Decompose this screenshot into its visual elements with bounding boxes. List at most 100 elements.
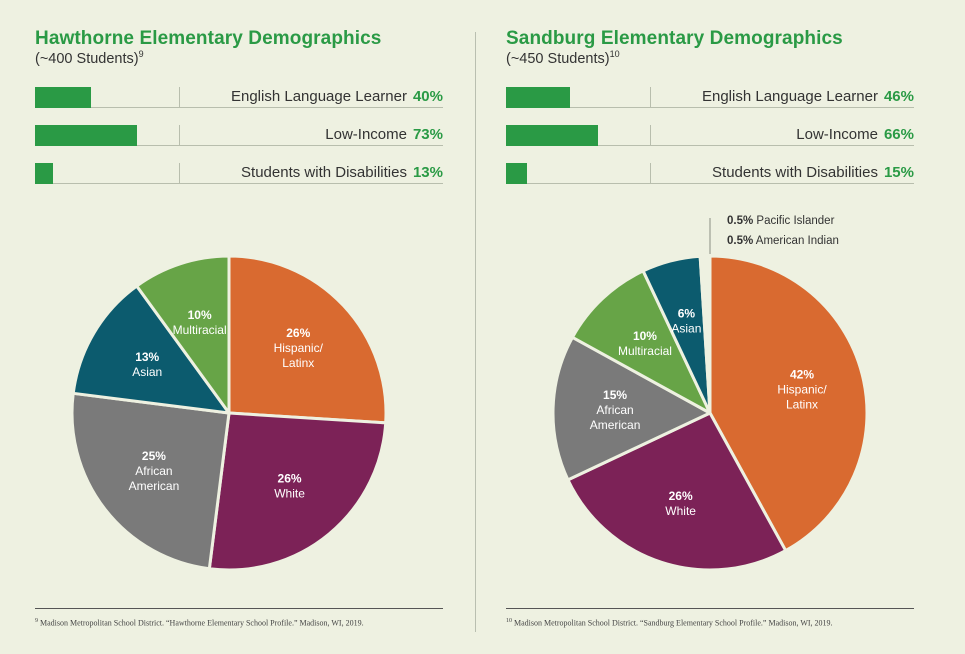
slice-pct: 26%: [278, 472, 302, 486]
sandburg-bar-disabilities: [506, 163, 527, 184]
sandburg-slice-multiracial: [570, 269, 712, 415]
hawthorne-footnote: 9 Madison Metropolitan School District. …: [35, 618, 364, 628]
hawthorne-bar-low-income: [35, 125, 138, 146]
sandburg-bar-ell: [506, 87, 571, 108]
hawthorne-slice-multiracial: [135, 254, 231, 415]
bar-track: [35, 183, 443, 184]
sandburg-slice-american-indian: [703, 254, 712, 415]
hawthorne-slice-label-multiracial: 10% Multiracial: [173, 308, 227, 337]
hawthorne-bar-row-disabilities: Students with Disabilities 13%: [35, 163, 443, 185]
bar-value-label: 13%: [412, 164, 443, 181]
hawthorne-bar-label-ell: English Language Learner 40%: [231, 88, 443, 105]
sandburg-bar-low-income: [506, 125, 599, 146]
bar-tick: [650, 87, 651, 108]
sandburg-slice-african-american: [551, 335, 712, 482]
sandburg-footnote: 10 Madison Metropolitan School District.…: [506, 618, 833, 628]
callout-pct: 0.5%: [727, 235, 754, 247]
bar-category-label: Low-Income: [796, 126, 878, 143]
bar-category-label: Low-Income: [325, 126, 407, 143]
slice-pct: 6%: [678, 306, 696, 320]
sandburg-slice-white: [566, 411, 788, 572]
bar-tick: [179, 125, 180, 146]
callout-pct: 0.5%: [727, 215, 754, 227]
sandburg-subtitle-sup: 10: [609, 49, 620, 60]
bar-category-label: Students with Disabilities: [712, 164, 878, 181]
hawthorne-slice-asian: [71, 284, 231, 415]
pie-callout-pacific-islander: 0.5% Pacific Islander: [727, 215, 834, 227]
sandburg-slice-label-african-american: 15% African American: [590, 388, 641, 432]
slice-pct: 26%: [669, 489, 693, 503]
hawthorne-title: Hawthorne Elementary Demographics: [35, 28, 382, 49]
bar-track: [506, 107, 914, 108]
slice-category: Multiracial: [618, 344, 672, 358]
bar-value-label: 40%: [412, 88, 443, 105]
sandburg-bar-row-ell: English Language Learner 46%: [506, 87, 914, 109]
slice-category: American: [590, 418, 641, 432]
bar-tick: [179, 87, 180, 108]
slice-pct: 15%: [603, 388, 627, 402]
sandburg-bar-label-low-income: Low-Income 66%: [796, 126, 914, 143]
slice-category: Latinx: [282, 356, 314, 370]
bar-category-label: Students with Disabilities: [241, 164, 407, 181]
bar-category-label: English Language Learner: [230, 88, 407, 105]
bar-track: [506, 145, 914, 146]
sandburg-bar-label-ell: English Language Learner 46%: [702, 88, 914, 105]
bar-track: [35, 107, 443, 108]
slice-category: Asian: [132, 365, 162, 379]
slice-category: Latinx: [786, 397, 818, 411]
bar-category-label: English Language Learner: [701, 88, 878, 105]
footnote-sup: 9: [35, 618, 38, 624]
bar-value-label: 73%: [412, 126, 443, 143]
sandburg-pie-chart: 42% Hispanic/Latinx 26% White 15% African Amer…: [551, 218, 869, 572]
sandburg-bar-row-disabilities: Students with Disabilities 15%: [506, 163, 914, 185]
slice-pct: 26%: [286, 326, 310, 340]
callout-label: American Indian: [755, 235, 839, 247]
sandburg-slice-label-white: 26% White: [665, 489, 696, 518]
slice-category: Hispanic/: [777, 382, 827, 396]
slice-category: White: [274, 487, 305, 501]
sandburg-bar-label-disabilities: Students with Disabilities 15%: [712, 164, 914, 181]
hawthorne-subtitle-text: (~400 Students): [35, 51, 139, 67]
hawthorne-bar-label-low-income: Low-Income 73%: [325, 126, 443, 143]
pie-callout-american-indian: 0.5% American Indian: [727, 235, 839, 247]
slice-pct: 25%: [142, 449, 166, 463]
slice-category: Hispanic/: [274, 341, 324, 355]
slice-pct: 10%: [188, 308, 212, 322]
bar-value-label: 46%: [883, 88, 914, 105]
sandburg-subtitle: (~450 Students)10: [506, 49, 620, 67]
bar-tick: [179, 163, 180, 184]
hawthorne-bar-row-low-income: Low-Income 73%: [35, 125, 443, 147]
footnote-rule: [35, 608, 443, 609]
hawthorne-slice-label-asian: 13% Asian: [132, 350, 162, 379]
bar-tick: [650, 125, 651, 146]
slice-category: African: [135, 464, 172, 478]
sandburg-slice-label-multiracial: 10% Multiracial: [618, 329, 672, 358]
hawthorne-slice-label-white: 26% White: [274, 472, 305, 501]
footnote-sup: 10: [506, 618, 512, 624]
sandburg-slice-label-hispanic-latinx: 42% Hispanic/Latinx: [777, 367, 827, 411]
hawthorne-slice-white: [207, 411, 388, 572]
slice-pct: 10%: [633, 329, 657, 343]
hawthorne-slice-african-american: [70, 391, 231, 571]
callout-label: Pacific Islander: [756, 215, 835, 227]
hawthorne-subtitle: (~400 Students)9: [35, 49, 144, 67]
hawthorne-subtitle-sup: 9: [138, 49, 144, 60]
bar-track: [506, 183, 914, 184]
sandburg-panel: Sandburg Elementary Demographics (~450 S…: [506, 0, 914, 654]
footnote-text: Madison Metropolitan School District. “H…: [40, 618, 364, 628]
hawthorne-slice-label-hispanic-latinx: 26% Hispanic/Latinx: [274, 326, 324, 370]
sandburg-slice-hispanic-latinx: [708, 254, 869, 553]
hawthorne-bar-label-disabilities: Students with Disabilities 13%: [241, 164, 443, 181]
bar-value-label: 66%: [883, 126, 914, 143]
sandburg-bar-row-low-income: Low-Income 66%: [506, 125, 914, 147]
bar-track: [35, 145, 443, 146]
bar-tick: [650, 163, 651, 184]
slice-pct: 42%: [790, 367, 814, 381]
sandburg-subtitle-text: (~450 Students): [506, 51, 610, 67]
hawthorne-bar-ell: [35, 87, 91, 108]
slice-category: Asian: [671, 321, 701, 335]
sandburg-title: Sandburg Elementary Demographics: [506, 28, 843, 49]
slice-category: American: [129, 479, 180, 493]
slice-category: White: [665, 504, 696, 518]
